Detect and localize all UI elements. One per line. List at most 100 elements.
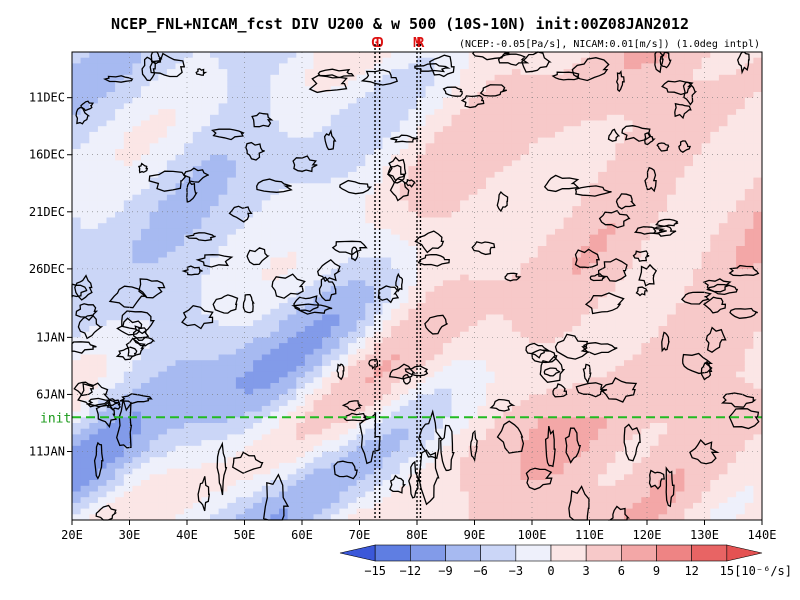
field-cell bbox=[210, 194, 219, 201]
field-cell bbox=[572, 303, 582, 310]
field-cell bbox=[373, 63, 383, 70]
field-cell bbox=[348, 360, 357, 367]
field-cell bbox=[339, 240, 349, 247]
field-cell bbox=[511, 120, 521, 127]
field-cell bbox=[184, 485, 194, 492]
field-cell bbox=[399, 354, 409, 361]
field-cell bbox=[149, 411, 159, 418]
field-cell bbox=[296, 177, 306, 184]
field-cell bbox=[391, 297, 401, 304]
field-cell bbox=[511, 154, 521, 161]
field-cell bbox=[520, 383, 530, 390]
field-cell bbox=[477, 411, 487, 418]
field-cell bbox=[555, 474, 564, 481]
field-cell bbox=[106, 257, 116, 264]
field-cell bbox=[296, 480, 306, 487]
field-cell bbox=[201, 371, 211, 378]
field-cell bbox=[244, 468, 254, 475]
field-cell bbox=[72, 206, 81, 213]
field-cell bbox=[210, 126, 219, 133]
field-cell bbox=[201, 502, 211, 509]
field-cell bbox=[227, 502, 237, 509]
field-cell bbox=[460, 97, 470, 104]
field-cell bbox=[218, 223, 228, 230]
field-cell bbox=[460, 303, 470, 310]
field-cell bbox=[580, 445, 590, 452]
field-cell bbox=[244, 423, 254, 430]
field-cell bbox=[72, 200, 81, 207]
field-cell bbox=[132, 445, 142, 452]
field-cell bbox=[149, 223, 159, 230]
field-cell bbox=[244, 405, 254, 412]
field-cell bbox=[399, 514, 409, 521]
field-cell bbox=[580, 423, 590, 430]
field-cell bbox=[382, 206, 392, 213]
field-cell bbox=[175, 383, 185, 390]
field-cell bbox=[287, 234, 297, 241]
field-cell bbox=[80, 206, 90, 213]
field-cell bbox=[511, 400, 521, 407]
field-cell bbox=[348, 451, 357, 458]
field-cell bbox=[253, 257, 263, 264]
field-cell bbox=[296, 166, 306, 173]
field-cell bbox=[537, 223, 547, 230]
field-cell bbox=[477, 394, 487, 401]
field-cell bbox=[89, 502, 99, 509]
field-cell bbox=[106, 371, 116, 378]
field-cell bbox=[339, 166, 349, 173]
field-cell bbox=[235, 280, 245, 287]
field-cell bbox=[477, 308, 487, 315]
field-cell bbox=[132, 428, 142, 435]
field-cell bbox=[279, 280, 288, 287]
field-cell bbox=[270, 303, 280, 310]
field-cell bbox=[451, 508, 461, 515]
field-cell bbox=[589, 274, 599, 281]
field-cell bbox=[270, 480, 280, 487]
field-cell bbox=[166, 314, 176, 321]
field-cell bbox=[123, 371, 133, 378]
field-cell bbox=[468, 508, 478, 515]
field-cell bbox=[434, 268, 444, 275]
field-cell bbox=[425, 343, 435, 350]
field-cell bbox=[434, 320, 444, 327]
field-cell bbox=[158, 451, 168, 458]
field-cell bbox=[313, 143, 323, 150]
field-cell bbox=[106, 320, 116, 327]
field-cell bbox=[451, 411, 461, 418]
field-cell bbox=[261, 291, 271, 298]
field-cell bbox=[149, 497, 159, 504]
field-cell bbox=[261, 223, 271, 230]
field-cell bbox=[589, 69, 599, 76]
field-cell bbox=[373, 160, 383, 167]
field-cell bbox=[520, 331, 530, 338]
field-cell bbox=[80, 343, 90, 350]
field-cell bbox=[270, 440, 280, 447]
field-cell bbox=[192, 348, 202, 355]
field-cell bbox=[442, 428, 452, 435]
field-cell bbox=[235, 377, 245, 384]
field-cell bbox=[106, 194, 116, 201]
field-cell bbox=[356, 508, 366, 515]
field-cell bbox=[227, 103, 237, 110]
field-cell bbox=[244, 263, 254, 270]
field-cell bbox=[106, 228, 116, 235]
field-cell bbox=[235, 211, 245, 218]
field-cell bbox=[442, 114, 452, 121]
field-cell bbox=[141, 251, 150, 258]
field-cell bbox=[511, 137, 521, 144]
field-cell bbox=[546, 131, 556, 138]
field-cell bbox=[408, 200, 418, 207]
field-cell bbox=[477, 354, 487, 361]
field-cell bbox=[322, 308, 332, 315]
field-cell bbox=[399, 428, 409, 435]
field-cell bbox=[511, 263, 521, 270]
field-cell bbox=[141, 274, 150, 281]
field-cell bbox=[80, 57, 90, 64]
field-cell bbox=[451, 337, 461, 344]
field-cell bbox=[158, 371, 168, 378]
field-cell bbox=[218, 297, 228, 304]
field-cell bbox=[425, 280, 435, 287]
field-cell bbox=[408, 480, 418, 487]
field-cell bbox=[106, 497, 116, 504]
field-cell bbox=[546, 337, 556, 344]
